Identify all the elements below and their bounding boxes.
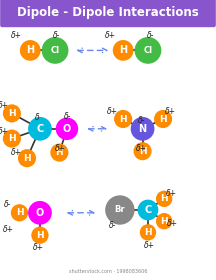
Text: Cl: Cl <box>143 46 152 55</box>
Text: δ-: δ- <box>146 31 154 39</box>
Text: H: H <box>119 115 127 123</box>
Text: H: H <box>36 231 44 240</box>
Text: δ: δ <box>34 113 39 122</box>
Text: O: O <box>63 124 71 134</box>
Circle shape <box>20 40 41 61</box>
Text: H: H <box>160 217 168 226</box>
Text: δ-: δ- <box>109 221 116 230</box>
Text: δ+: δ+ <box>144 241 154 249</box>
Text: H: H <box>159 115 167 123</box>
Text: H: H <box>56 148 63 157</box>
Text: δ-: δ- <box>52 31 60 39</box>
Text: H: H <box>16 208 23 217</box>
Text: δ-: δ- <box>138 116 145 125</box>
Text: H: H <box>23 154 31 163</box>
Text: δ+: δ+ <box>33 243 44 252</box>
Text: δ+: δ+ <box>166 189 177 198</box>
Circle shape <box>11 204 28 221</box>
Text: Br: Br <box>114 206 125 214</box>
Text: Dipole - Dipole Interactions: Dipole - Dipole Interactions <box>17 6 199 19</box>
Text: δ+: δ+ <box>55 144 66 153</box>
Text: δ+: δ+ <box>3 225 14 234</box>
Text: O: O <box>36 208 44 218</box>
Circle shape <box>156 191 172 207</box>
Circle shape <box>18 149 36 167</box>
Circle shape <box>156 213 172 229</box>
Circle shape <box>154 110 172 128</box>
Circle shape <box>56 118 78 140</box>
Text: C: C <box>144 205 152 215</box>
Circle shape <box>28 201 52 225</box>
Text: δ+: δ+ <box>105 31 116 39</box>
Text: N: N <box>138 124 147 134</box>
Text: δ+: δ+ <box>165 108 176 116</box>
Circle shape <box>31 227 49 244</box>
Circle shape <box>42 37 68 64</box>
Circle shape <box>28 117 52 141</box>
Text: δ+: δ+ <box>0 101 9 109</box>
Text: H: H <box>8 134 16 143</box>
Text: δ-: δ- <box>64 112 72 121</box>
Text: C: C <box>36 124 44 134</box>
Text: shutterstock.com · 1998083606: shutterstock.com · 1998083606 <box>69 269 147 274</box>
Text: H: H <box>119 45 127 55</box>
Text: δ+: δ+ <box>11 148 22 157</box>
Text: H: H <box>144 228 152 237</box>
Text: H: H <box>139 147 146 156</box>
Text: H: H <box>160 194 168 203</box>
Circle shape <box>131 117 154 141</box>
Circle shape <box>3 130 21 148</box>
Text: Cl: Cl <box>51 46 60 55</box>
Circle shape <box>135 37 161 64</box>
Circle shape <box>140 224 156 241</box>
Text: H: H <box>8 109 16 118</box>
Text: δ-: δ- <box>4 200 11 209</box>
Text: δ+: δ+ <box>136 144 147 153</box>
Text: δ+: δ+ <box>107 108 118 116</box>
Text: δ+: δ+ <box>11 31 22 39</box>
Circle shape <box>133 142 152 160</box>
Circle shape <box>113 40 133 61</box>
Text: H: H <box>26 45 34 55</box>
Text: δ+: δ+ <box>167 220 178 228</box>
Circle shape <box>50 144 68 162</box>
FancyBboxPatch shape <box>0 0 216 27</box>
Circle shape <box>138 200 158 220</box>
Circle shape <box>3 104 21 122</box>
Circle shape <box>114 110 132 128</box>
Circle shape <box>105 195 135 225</box>
Text: δ+: δ+ <box>0 127 9 136</box>
